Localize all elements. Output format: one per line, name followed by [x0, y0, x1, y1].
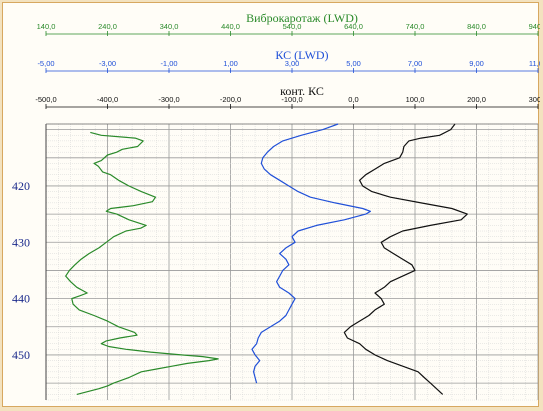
depth-label: 430: [12, 235, 30, 249]
track-tick-label: -200,0: [220, 95, 241, 104]
curves: [65, 123, 468, 395]
track-tick-label: -3,00: [99, 59, 116, 68]
curve-line: [65, 131, 219, 395]
track-tick-label: 840,0: [467, 22, 486, 31]
chart-frame: Виброкаротаж (LWD) 140,0 240,0 340,0 440,0 54…: [2, 2, 540, 407]
track-tick-label: 1,00: [223, 59, 238, 68]
depth-label: 440: [12, 292, 30, 306]
track-tick-label: 340,0: [160, 22, 179, 31]
track-tick-label: 540,0: [283, 22, 302, 31]
track-tick-label: 3,00: [285, 59, 300, 68]
track-tick-label: 100,0: [406, 95, 425, 104]
track-tick-label: -300,0: [158, 95, 179, 104]
track-tick-label: -100,0: [281, 95, 302, 104]
track-title: КС (LWD): [275, 48, 328, 62]
curve-line: [251, 123, 371, 384]
track-title: Виброкаротаж (LWD): [246, 11, 358, 25]
track-tick-label: 240,0: [98, 22, 117, 31]
track-tick-label: 740,0: [406, 22, 425, 31]
depth-labels: 420 430 440 450: [12, 179, 30, 362]
track-title: конт. КС: [280, 84, 324, 98]
depth-label: 420: [12, 179, 30, 193]
grid: [45, 123, 539, 401]
track-tick-label: 300,0: [529, 95, 540, 104]
track-tick-label: 440,0: [221, 22, 240, 31]
depth-label: 450: [12, 348, 30, 362]
track-tick-label: 5,00: [346, 59, 361, 68]
track-tick-label: 640,0: [344, 22, 363, 31]
track-tick-label: 200,0: [467, 95, 486, 104]
track-tick-label: -5,00: [37, 59, 54, 68]
track-tick-label: 940,0: [529, 22, 540, 31]
track-tick-label: 9,00: [469, 59, 484, 68]
track-tick-label: 11,00: [529, 59, 540, 68]
curve-line: [343, 123, 468, 395]
track-tick-label: 0,0: [348, 95, 358, 104]
track-tick-label: 7,00: [408, 59, 423, 68]
track-headers: Виброкаротаж (LWD) 140,0 240,0 340,0 440,0 54…: [35, 11, 540, 109]
track-tick-label: 140,0: [37, 22, 56, 31]
track-tick-label: -500,0: [35, 95, 56, 104]
track-tick-label: -1,00: [160, 59, 177, 68]
track-tick-label: -400,0: [97, 95, 118, 104]
well-log-chart: Виброкаротаж (LWD) 140,0 240,0 340,0 440,0 54…: [12, 11, 540, 401]
